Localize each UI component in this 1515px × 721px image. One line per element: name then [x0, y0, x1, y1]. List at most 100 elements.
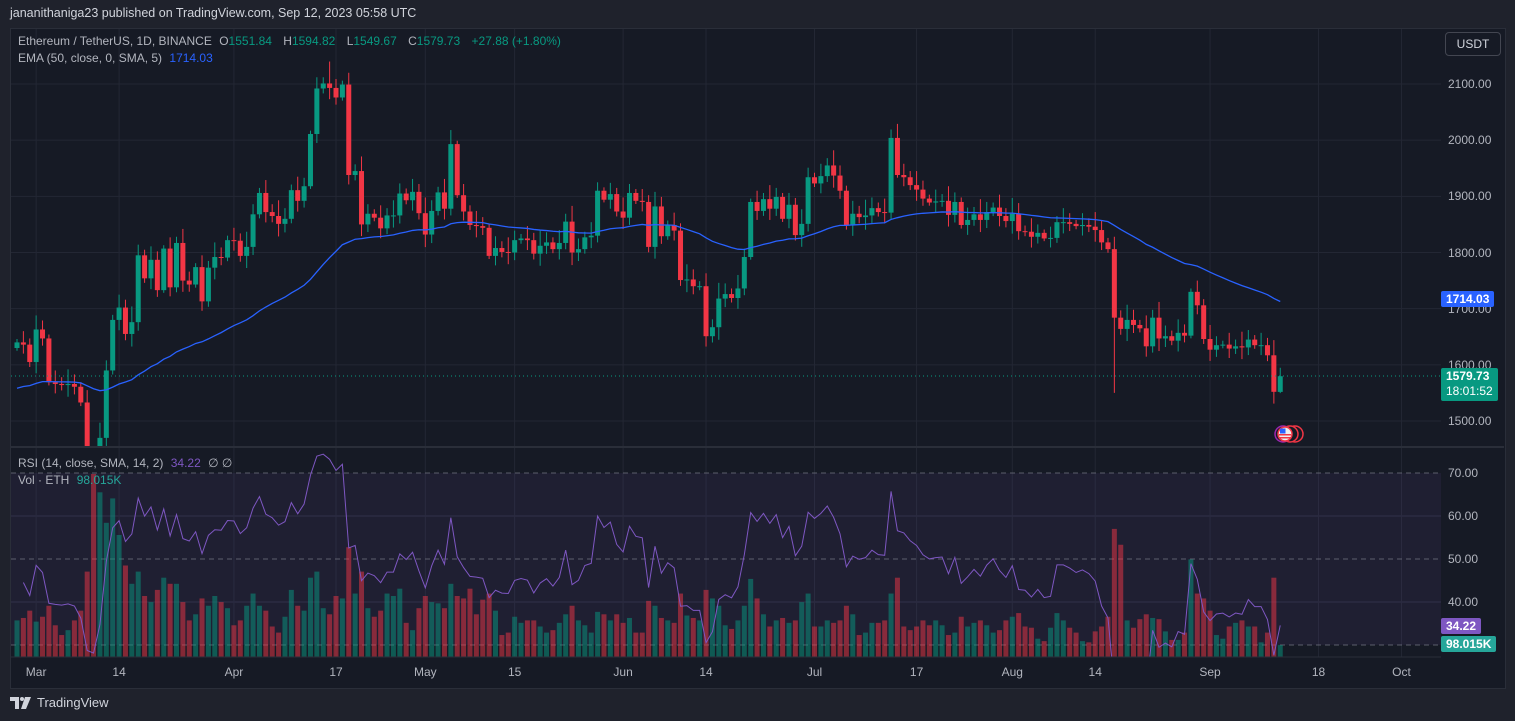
- candle-body: [933, 201, 939, 203]
- candle-body: [288, 190, 294, 219]
- volume-value: 98.015K: [76, 473, 122, 487]
- candle-body: [333, 87, 339, 98]
- ema-value: 1714.03: [169, 51, 213, 65]
- volume-bar: [263, 610, 269, 657]
- volume-bar: [1009, 616, 1015, 657]
- volume-bar: [595, 611, 601, 657]
- candle-body: [773, 196, 779, 209]
- volume-bar: [965, 626, 971, 657]
- candle-body: [818, 176, 824, 184]
- candle-body: [1003, 215, 1009, 222]
- candle-body: [1016, 213, 1022, 232]
- rsi-legend[interactable]: RSI (14, close, SMA, 14, 2) 34.22 ∅ ∅: [18, 456, 236, 470]
- volume-bar: [1022, 626, 1028, 657]
- candle-body: [569, 221, 575, 253]
- volume-bar: [448, 583, 454, 657]
- candle-body: [952, 201, 958, 215]
- ema-line: [16, 211, 1281, 392]
- candle-body: [716, 298, 722, 328]
- candle-body: [843, 190, 849, 226]
- volume-bar: [103, 522, 109, 657]
- volume-bar: [684, 615, 690, 657]
- candle-body: [416, 191, 422, 214]
- volume-bar: [1220, 638, 1226, 657]
- volume-bar: [365, 608, 371, 657]
- currency-button[interactable]: USDT: [1445, 32, 1501, 56]
- volume-bar: [1169, 639, 1175, 657]
- volume-bar: [1079, 641, 1085, 657]
- candle-body: [888, 137, 894, 213]
- candle-body: [1156, 317, 1162, 339]
- time-axis-label: Sep: [1199, 665, 1221, 679]
- candle-body: [563, 221, 569, 243]
- volume-bar: [531, 620, 537, 657]
- volume-bar: [799, 602, 805, 657]
- candle-body: [926, 198, 932, 203]
- candle-body: [882, 212, 888, 214]
- volume-bar: [716, 605, 722, 657]
- candle-body: [218, 257, 224, 259]
- volume-bar: [1124, 620, 1130, 657]
- time-axis-label: Apr: [224, 665, 244, 679]
- volume-bar: [199, 598, 205, 657]
- us-economic-events-icon[interactable]: [1270, 425, 1310, 443]
- volume-bar: [850, 614, 856, 657]
- candle-body: [97, 437, 103, 447]
- open-label: O: [219, 34, 229, 48]
- volume-bar: [110, 498, 116, 657]
- candle-body: [186, 280, 192, 285]
- candle-body: [244, 246, 250, 256]
- volume-bar: [91, 474, 97, 657]
- volume-bar: [486, 593, 492, 657]
- volume-bar: [65, 630, 71, 657]
- candle-body: [384, 215, 390, 229]
- volume-bar: [1207, 610, 1213, 657]
- volume-bar: [237, 620, 243, 657]
- volume-bar: [1226, 626, 1232, 657]
- candle-body: [812, 177, 817, 184]
- volume-bar: [671, 622, 677, 657]
- volume-legend[interactable]: Vol · ETH 98.015K: [18, 473, 125, 487]
- volume-bar: [741, 605, 747, 657]
- candle-body: [78, 386, 84, 403]
- volume-bar: [231, 625, 237, 657]
- candle-body: [997, 207, 1003, 216]
- volume-bar: [410, 630, 416, 657]
- candle-body: [601, 190, 607, 200]
- candle-body: [435, 192, 441, 211]
- candle-body: [269, 212, 275, 216]
- volume-bar: [1233, 622, 1239, 657]
- volume-bar: [920, 620, 926, 657]
- candle-body: [135, 255, 141, 323]
- symbol-name[interactable]: Ethereum / TetherUS, 1D, BINANCE: [18, 34, 212, 48]
- candle-body: [461, 195, 467, 212]
- volume-bar: [933, 620, 939, 657]
- volume-bar: [499, 635, 505, 657]
- candle-body: [633, 192, 639, 201]
- volume-bar: [288, 589, 294, 657]
- volume-bar: [894, 577, 900, 657]
- price-axis-label: 1800.00: [1448, 245, 1492, 260]
- candle-body: [148, 259, 154, 279]
- ema-legend[interactable]: EMA (50, close, 0, SMA, 5) 1714.03: [18, 51, 217, 65]
- candle-body: [703, 286, 709, 337]
- candle-body: [518, 238, 524, 241]
- candle-body: [537, 245, 543, 254]
- volume-bar: [544, 632, 550, 657]
- candle-body: [678, 230, 684, 281]
- volume-bar: [882, 620, 888, 657]
- volume-bar: [422, 596, 428, 657]
- volume-bar: [901, 626, 907, 657]
- candle-body: [1252, 339, 1258, 346]
- last-price-tag: 1579.73 18:01:52: [1441, 368, 1498, 401]
- chart-frame[interactable]: [10, 28, 1506, 689]
- volume-bar: [805, 593, 811, 657]
- candles: [14, 61, 1283, 447]
- volume-bar: [971, 622, 977, 657]
- volume-bar: [1054, 613, 1060, 657]
- candle-body: [1105, 242, 1111, 250]
- candle-body: [697, 286, 703, 288]
- candle-body: [729, 294, 735, 299]
- tradingview-logo[interactable]: TradingView: [10, 695, 109, 710]
